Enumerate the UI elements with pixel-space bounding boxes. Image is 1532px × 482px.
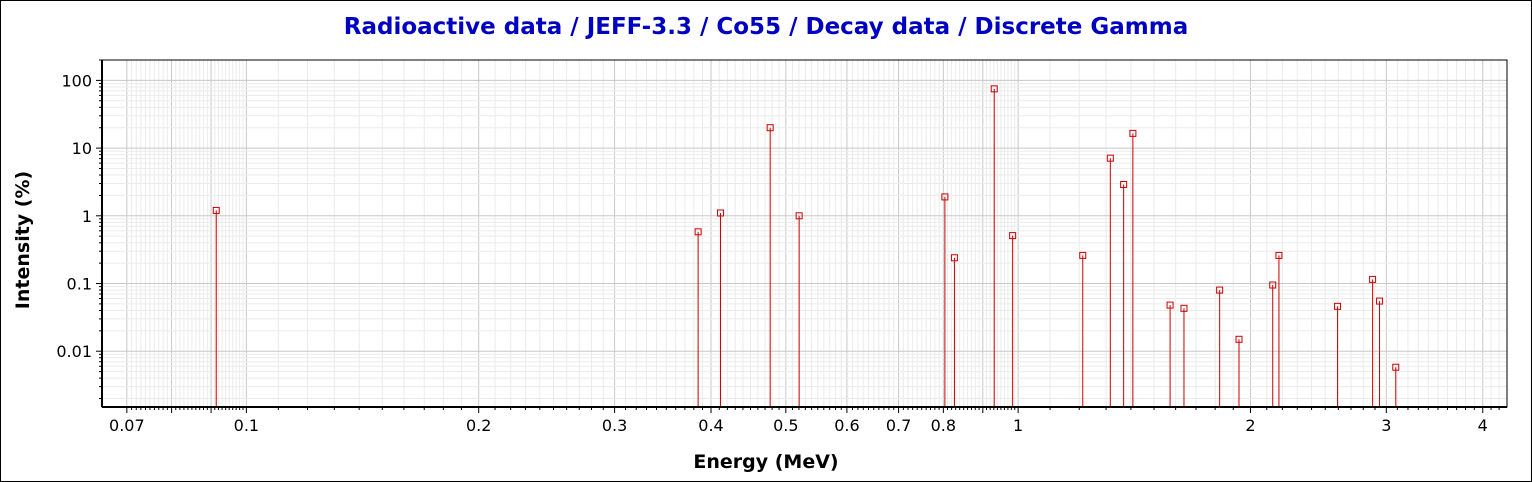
data-point xyxy=(766,124,774,132)
data-point xyxy=(212,206,220,214)
axes: 0.07 0.1 0.2 0.3 0.4 0.5 0.6 0.7 0.8 1 2 3 4 0.01 0.1 1… xyxy=(56,59,1508,435)
data-point xyxy=(1079,251,1087,259)
data-point xyxy=(717,209,725,217)
x-tick-label: 0.07 xyxy=(109,416,145,435)
x-tick-label: 1 xyxy=(1013,416,1023,435)
data-point xyxy=(1180,304,1188,312)
x-tick-label: 0.8 xyxy=(931,416,956,435)
x-tick-label: 2 xyxy=(1245,416,1255,435)
data-point xyxy=(1369,275,1377,283)
plot-border xyxy=(101,59,1508,408)
x-axis-label: Energy (MeV) xyxy=(693,451,838,473)
x-tick-label: 0.1 xyxy=(234,416,259,435)
x-tick-label: 0.6 xyxy=(834,416,859,435)
y-tick-label: 0.01 xyxy=(56,342,92,361)
x-tick-label: 0.2 xyxy=(466,416,491,435)
chart-title: Radioactive data / JEFF-3.3 / Co55 / Dec… xyxy=(343,14,1189,40)
x-tick-label: 4 xyxy=(1478,416,1488,435)
y-tick-label: 1 xyxy=(82,207,92,226)
data-point xyxy=(1129,129,1137,137)
data-point xyxy=(950,254,958,262)
data-point xyxy=(694,228,702,236)
data-point xyxy=(1269,281,1277,289)
data-point xyxy=(1334,302,1342,310)
y-axis-label: Intensity (%) xyxy=(12,171,34,309)
data-point xyxy=(1166,301,1174,309)
data-point xyxy=(795,212,803,220)
data-point xyxy=(1235,335,1243,343)
x-tick-label: 0.4 xyxy=(698,416,723,435)
data-point xyxy=(1376,297,1384,305)
data-point xyxy=(1009,232,1017,240)
x-tick-label: 0.5 xyxy=(773,416,798,435)
data-point xyxy=(1275,251,1283,259)
data-point xyxy=(1216,286,1224,294)
x-tick-label: 3 xyxy=(1381,416,1391,435)
data-point xyxy=(990,85,998,93)
data-point xyxy=(941,193,949,201)
data-series xyxy=(212,85,1400,407)
grid xyxy=(102,59,1507,407)
x-tick-label: 0.3 xyxy=(602,416,627,435)
data-point xyxy=(1392,363,1400,371)
y-tick-label: 100 xyxy=(61,71,92,90)
x-tick-label: 0.7 xyxy=(886,416,911,435)
data-point xyxy=(1106,154,1114,162)
y-tick-label: 0.1 xyxy=(67,275,92,294)
y-tick-label: 10 xyxy=(72,139,92,158)
data-point xyxy=(1120,180,1128,188)
